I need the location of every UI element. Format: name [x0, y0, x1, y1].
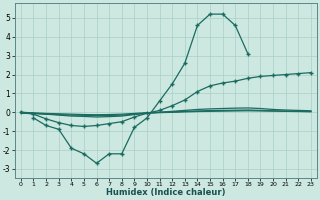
X-axis label: Humidex (Indice chaleur): Humidex (Indice chaleur) [106, 188, 226, 197]
